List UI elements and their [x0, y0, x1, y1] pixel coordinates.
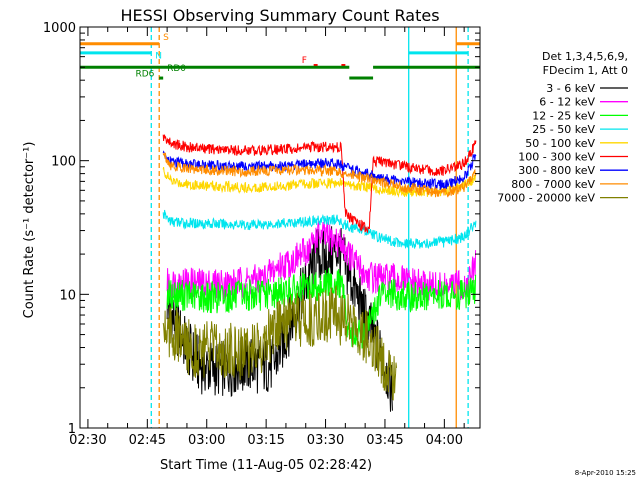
- x-axis-label: Start Time (11-Aug-05 02:28:42): [160, 458, 372, 473]
- chart-title: HESSI Observing Summary Count Rates: [120, 6, 439, 25]
- legend-label-800-7000-kev: 800 - 7000 keV: [511, 178, 595, 191]
- y-tick-label-1000: 1000: [43, 21, 76, 36]
- legend-label-7000-20000-kev: 7000 - 20000 keV: [497, 192, 595, 205]
- legend-header-0: Det 1,3,4,5,6,9,: [542, 50, 628, 63]
- legend-label-25-50-kev: 25 - 50 keV: [532, 123, 595, 136]
- annotation-f: F: [302, 56, 307, 66]
- annotation-n: N: [155, 52, 162, 62]
- annotation-rd0: RD0: [167, 64, 186, 74]
- legend-label-100-300-kev: 100 - 300 keV: [518, 151, 595, 164]
- series-line-3-6-kev: [166, 226, 393, 412]
- legend-header-1: FDecim 1, Att 0: [543, 64, 628, 77]
- legend-label-300-800-kev: 300 - 800 keV: [518, 164, 595, 177]
- legend-label-6-12-kev: 6 - 12 keV: [539, 96, 595, 109]
- series-line-25-50-kev: [162, 209, 477, 250]
- series-line-6-12-kev: [166, 220, 477, 301]
- y-tick-label-100: 100: [51, 155, 76, 170]
- y-tick-label-10: 10: [59, 288, 76, 303]
- axes: 1 10 100 1000 02:30 02:45 03:00 03:15 03:30 03:45…: [43, 21, 481, 448]
- legend-label-12-25-kev: 12 - 25 keV: [532, 109, 595, 122]
- series-line-7000-20000-kev: [162, 284, 397, 401]
- legend-label-50-100-kev: 50 - 100 keV: [525, 137, 595, 150]
- series-line-50-100-kev: [162, 167, 477, 198]
- legend: Det 1,3,4,5,6,9,FDecim 1, Att 0 3 - 6 keV…: [497, 50, 628, 205]
- legend-label-3-6-kev: 3 - 6 keV: [546, 82, 595, 95]
- timestamp: 8-Apr-2010 15:25: [575, 469, 636, 477]
- series-line-300-800-kev: [162, 150, 477, 190]
- series-line-12-25-kev: [166, 268, 477, 351]
- annotation-s: S: [163, 33, 169, 43]
- y-axis-label: Count Rate (s⁻¹ detector⁻¹): [22, 142, 37, 319]
- series-line-100-300-kev: [162, 134, 477, 234]
- x-tick-label-02-45: 02:45: [129, 433, 166, 448]
- y-tick-label-1: 1: [68, 422, 76, 437]
- x-tick-label-03-45: 03:45: [366, 433, 403, 448]
- x-tick-label-03-00: 03:00: [188, 433, 225, 448]
- x-tick-label-03-30: 03:30: [307, 433, 344, 448]
- time-markers: [150, 27, 469, 428]
- x-tick-label-02-30: 02:30: [69, 433, 106, 448]
- series-lines: [162, 134, 477, 412]
- series-line-800-7000-kev: [162, 152, 477, 198]
- x-tick-label-04-00: 04:00: [426, 433, 463, 448]
- annotation-rd6: RD6: [135, 70, 154, 80]
- plot-frame: [79, 26, 481, 429]
- x-tick-label-03-15: 03:15: [247, 433, 284, 448]
- flag-bars: [80, 42, 480, 80]
- annotations: SN F RD6 RD0: [135, 33, 307, 80]
